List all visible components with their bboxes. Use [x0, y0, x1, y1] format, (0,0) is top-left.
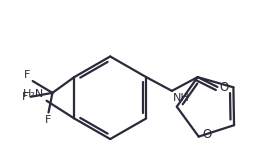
Text: F: F: [22, 92, 29, 102]
Text: F: F: [24, 70, 31, 80]
Text: F: F: [45, 115, 52, 125]
Text: H₂N: H₂N: [23, 89, 45, 99]
Text: NH: NH: [173, 93, 190, 103]
Text: O: O: [219, 81, 229, 94]
Text: O: O: [203, 128, 212, 141]
